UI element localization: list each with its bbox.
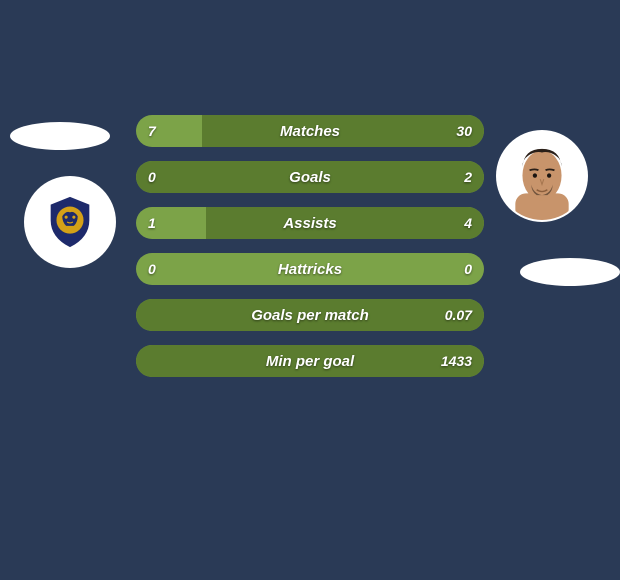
stat-row: Min per goal1433 <box>136 345 484 377</box>
stat-label: Min per goal <box>136 353 484 370</box>
stat-label: Matches <box>136 123 484 140</box>
club-logo-icon <box>37 189 103 255</box>
stat-right-value: 2 <box>464 169 472 185</box>
stat-label: Assists <box>136 215 484 232</box>
player-right-avatar <box>496 130 588 222</box>
player-face-icon <box>502 140 582 220</box>
stat-label: Hattricks <box>136 261 484 278</box>
right-ellipse-decoration <box>520 258 620 286</box>
left-ellipse-decoration <box>10 122 110 150</box>
stat-label: Goals <box>136 169 484 186</box>
stat-row: 0Hattricks0 <box>136 253 484 285</box>
stat-right-value: 30 <box>456 123 472 139</box>
stat-right-value: 1433 <box>441 353 472 369</box>
background <box>0 0 620 580</box>
stat-right-value: 0 <box>464 261 472 277</box>
stat-row: 1Assists4 <box>136 207 484 239</box>
stat-row: Goals per match0.07 <box>136 299 484 331</box>
stat-row: 0Goals2 <box>136 161 484 193</box>
stat-row: 7Matches30 <box>136 115 484 147</box>
stat-label: Goals per match <box>136 307 484 324</box>
stat-right-value: 4 <box>464 215 472 231</box>
stat-right-value: 0.07 <box>445 307 472 323</box>
player-left-avatar <box>24 176 116 268</box>
